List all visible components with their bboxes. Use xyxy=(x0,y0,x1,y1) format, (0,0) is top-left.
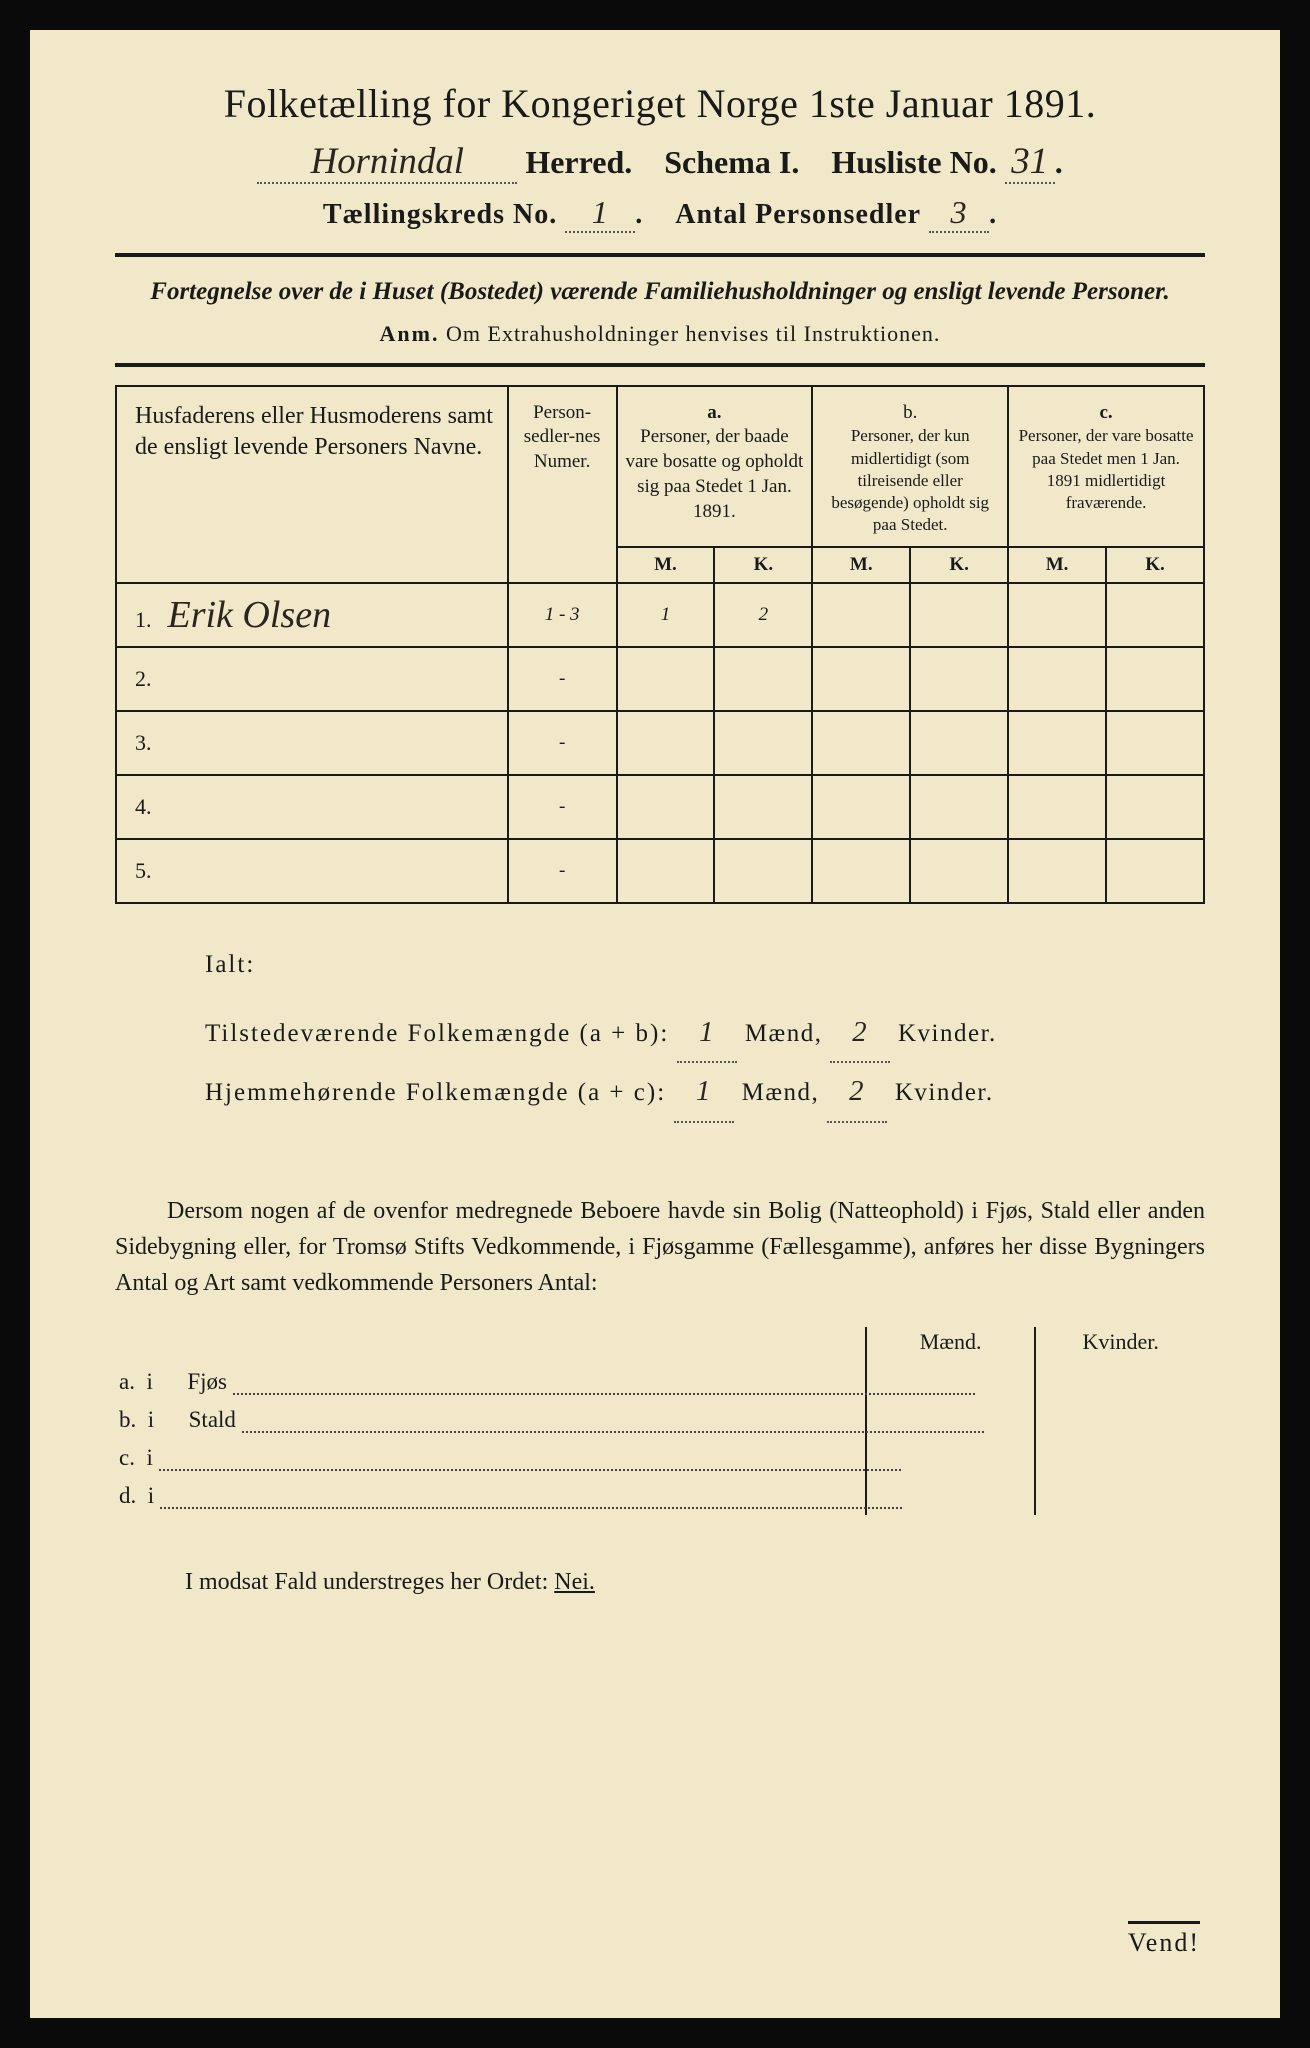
subtitle-2: Anm. Om Extrahusholdninger henvises til … xyxy=(115,321,1205,347)
side-building-section: Mænd. Kvinder. a. i Fjøs b. i Stald c. i… xyxy=(115,1327,1205,1515)
row-c-m xyxy=(1008,839,1106,903)
col-a-header: a. Personer, der baade vare bosatte og o… xyxy=(617,386,813,547)
side-row: a. i Fjøs xyxy=(115,1363,1205,1401)
side-head-maend: Mænd. xyxy=(866,1327,1036,1363)
row-a-m xyxy=(617,839,715,903)
row-a-m xyxy=(617,711,715,775)
row-a-m: 1 xyxy=(617,583,715,647)
herred-label: Herred. xyxy=(525,144,632,180)
col-a-m: M. xyxy=(617,547,715,583)
row-name: 3. xyxy=(116,711,508,775)
row-b-m xyxy=(812,775,910,839)
row-a-k xyxy=(714,839,812,903)
side-row: c. i xyxy=(115,1439,1205,1477)
table-row: 5.- xyxy=(116,839,1204,903)
table-row: 1.Erik Olsen1 - 312 xyxy=(116,583,1204,647)
row-a-k xyxy=(714,775,812,839)
totals-block: Ialt: Tilstedeværende Folkemængde (a + b… xyxy=(205,940,1205,1123)
kreds-label: Tællingskreds No. xyxy=(323,199,557,230)
side-row-label: c. i xyxy=(115,1439,866,1477)
col-b-m: M. xyxy=(812,547,910,583)
totals-line-2: Hjemmehørende Folkemængde (a + c): 1 Mæn… xyxy=(205,1063,1205,1123)
vend-label: Vend! xyxy=(1128,1921,1200,1958)
side-row-k xyxy=(1035,1363,1205,1401)
row-b-k xyxy=(910,775,1008,839)
row-c-k xyxy=(1106,711,1204,775)
col-name-header: Husfaderens eller Husmoderens samt de en… xyxy=(116,386,508,583)
census-form-page: Folketælling for Kongeriget Norge 1ste J… xyxy=(30,30,1280,2018)
household-table: Husfaderens eller Husmoderens samt de en… xyxy=(115,385,1205,904)
col-b-header: b. Personer, der kun midlertidigt (som t… xyxy=(812,386,1008,547)
col-c-k: K. xyxy=(1106,547,1204,583)
row-c-k xyxy=(1106,647,1204,711)
col-a-k: K. xyxy=(714,547,812,583)
totals-line-1: Tilstedeværende Folkemængde (a + b): 1 M… xyxy=(205,1004,1205,1064)
subtitle-1: Fortegnelse over de i Huset (Bostedet) v… xyxy=(115,275,1205,309)
antal-label: Antal Personsedler xyxy=(675,199,921,230)
side-row-label: d. i xyxy=(115,1477,866,1515)
row-b-m xyxy=(812,647,910,711)
herred-value: Hornindal xyxy=(257,139,517,184)
page-title: Folketælling for Kongeriget Norge 1ste J… xyxy=(115,80,1205,127)
row-c-m xyxy=(1008,647,1106,711)
table-row: 2.- xyxy=(116,647,1204,711)
ialt-label: Ialt: xyxy=(205,940,1205,990)
row-name: 1.Erik Olsen xyxy=(116,583,508,647)
col-c-m: M. xyxy=(1008,547,1106,583)
schema-label: Schema I. xyxy=(664,144,799,180)
row-b-m xyxy=(812,583,910,647)
col-c-header: c. Personer, der vare bosatte paa Stedet… xyxy=(1008,386,1204,547)
subtitle-block: Fortegnelse over de i Huset (Bostedet) v… xyxy=(115,275,1205,347)
side-row-label: b. i Stald xyxy=(115,1401,866,1439)
row-a-m xyxy=(617,647,715,711)
row-b-k xyxy=(910,839,1008,903)
col-b-k: K. xyxy=(910,547,1008,583)
divider xyxy=(115,253,1205,257)
row-num: - xyxy=(508,839,617,903)
row-b-m xyxy=(812,839,910,903)
row-b-k xyxy=(910,647,1008,711)
side-row-k xyxy=(1035,1439,1205,1477)
row-b-m xyxy=(812,711,910,775)
nei-line: I modsat Fald understreges her Ordet: Ne… xyxy=(115,1569,1205,1596)
row-c-m xyxy=(1008,711,1106,775)
row-c-m xyxy=(1008,775,1106,839)
divider xyxy=(115,363,1205,367)
side-row-label: a. i Fjøs xyxy=(115,1363,866,1401)
table-row: 3.- xyxy=(116,711,1204,775)
row-c-m xyxy=(1008,583,1106,647)
side-row-k xyxy=(1035,1401,1205,1439)
row-name: 5. xyxy=(116,839,508,903)
kreds-value: 1 xyxy=(565,194,635,233)
row-a-m xyxy=(617,775,715,839)
row-a-k xyxy=(714,711,812,775)
header-line-3: Tællingskreds No. 1. Antal Personsedler … xyxy=(115,194,1205,233)
header-line-2: Hornindal Herred. Schema I. Husliste No.… xyxy=(115,139,1205,184)
side-head-kvinder: Kvinder. xyxy=(1035,1327,1205,1363)
row-c-k xyxy=(1106,583,1204,647)
nei-word: Nei. xyxy=(554,1569,595,1595)
row-a-k: 2 xyxy=(714,583,812,647)
row-b-k xyxy=(910,583,1008,647)
husliste-label: Husliste No. xyxy=(831,144,996,180)
row-num: 1 - 3 xyxy=(508,583,617,647)
row-c-k xyxy=(1106,775,1204,839)
row-c-k xyxy=(1106,839,1204,903)
side-row: b. i Stald xyxy=(115,1401,1205,1439)
side-row: d. i xyxy=(115,1477,1205,1515)
row-a-k xyxy=(714,647,812,711)
row-name: 4. xyxy=(116,775,508,839)
table-row: 4.- xyxy=(116,775,1204,839)
row-num: - xyxy=(508,711,617,775)
row-num: - xyxy=(508,775,617,839)
antal-value: 3 xyxy=(929,194,989,233)
row-name: 2. xyxy=(116,647,508,711)
husliste-value: 31 xyxy=(1005,139,1055,184)
side-building-paragraph: Dersom nogen af de ovenfor medregnede Be… xyxy=(115,1193,1205,1301)
row-b-k xyxy=(910,711,1008,775)
side-row-k xyxy=(1035,1477,1205,1515)
row-num: - xyxy=(508,647,617,711)
col-num-header: Person-sedler-nes Numer. xyxy=(508,386,617,583)
